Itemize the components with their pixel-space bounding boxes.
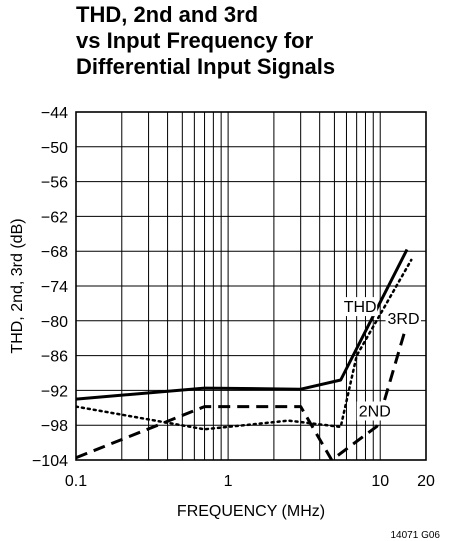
y-axis-label: THD, 2nd, 3rd (dB) xyxy=(9,218,26,353)
y-tick-label: −92 xyxy=(41,383,68,400)
chart-title: THD, 2nd and 3rd vs Input Frequency for … xyxy=(76,2,452,80)
y-tick-label: −68 xyxy=(41,244,68,261)
chart-title-line-3: Differential Input Signals xyxy=(76,54,336,79)
annotation-bg xyxy=(356,401,393,421)
series-line-3rd xyxy=(76,258,413,431)
annotation-bg xyxy=(385,308,422,328)
plot-frame xyxy=(75,111,427,461)
figure-id: 14071 G06 xyxy=(390,530,441,541)
x-tick-label: 1 xyxy=(224,473,233,490)
y-tick-label: −80 xyxy=(41,314,68,331)
chart-title-line-1: THD, 2nd and 3rd xyxy=(76,2,259,27)
y-tick-label: −50 xyxy=(41,140,68,157)
y-tick-label: −74 xyxy=(41,279,68,296)
annotation-thd: THD xyxy=(344,299,377,316)
annotation-bg xyxy=(341,297,378,317)
x-tick-label: 10 xyxy=(371,473,389,490)
y-tick-label: −104 xyxy=(32,453,68,470)
x-tick-labels: 0.1 1 10 20 xyxy=(65,473,435,490)
y-tick-label: −62 xyxy=(41,209,68,226)
chart-title-line-2: vs Input Frequency for xyxy=(76,28,314,53)
y-tick-label: −44 xyxy=(41,105,68,122)
annotation-2nd: 2ND xyxy=(359,404,391,421)
x-tick-label: 0.1 xyxy=(65,473,87,490)
y-tick-label: −98 xyxy=(41,418,68,435)
y-tick-label: −86 xyxy=(41,349,68,366)
x-axis-label: FREQUENCY (MHz) xyxy=(177,503,325,520)
annotation-3rd: 3RD xyxy=(388,311,420,328)
x-tick-label: 20 xyxy=(417,473,435,490)
series-line-thd xyxy=(76,248,409,401)
y-tick-labels: −44 −50 −56 −62 −68 −74 −80 −86 −92 −98 −104 xyxy=(32,105,68,470)
series-layer xyxy=(76,248,413,460)
series-annotations: THD 3RD 2ND xyxy=(341,297,422,421)
y-tick-label: −56 xyxy=(41,175,68,192)
